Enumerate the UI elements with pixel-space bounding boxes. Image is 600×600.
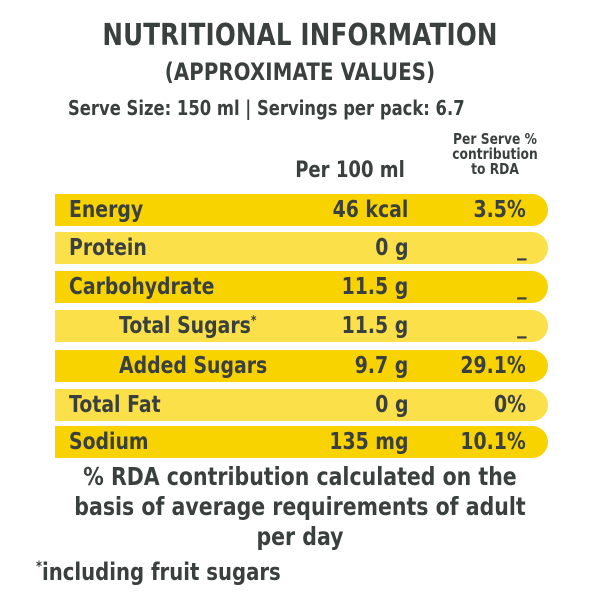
serve-size-info: Serve Size: 150 ml | Servings per pack: … [68,96,465,120]
nutrient-row-carbohydrate: Carbohydrate 11.5 g _ [55,271,548,303]
rda-note: % RDA contribution calculated on the bas… [74,462,526,551]
footnote: *including fruit sugars [36,558,281,586]
nutrient-per-100: 0 g [374,392,408,418]
nutrient-name: Total Sugars [119,313,251,339]
nutrient-row-added-sugars: Added Sugars 9.7 g 29.1% [55,350,548,382]
nutrient-name: Carbohydrate [69,274,215,300]
nutrient-rda: 3.5% [473,197,526,223]
column-header-per-100ml: Per 100 ml [295,158,405,183]
nutrient-per-100: 46 kcal [332,197,408,223]
nutrient-rda: _ [516,274,526,300]
footnote-marker: * [36,559,43,575]
nutrient-name: Energy [69,197,144,223]
nutrient-per-100: 9.7 g [354,353,408,379]
nutrient-name: Protein [69,235,147,261]
label-subtitle: (APPROXIMATE VALUES) [164,58,436,86]
nutrient-rda: 10.1% [460,429,526,455]
nutrient-row-energy: Energy 46 kcal 3.5% [55,194,548,226]
nutrient-row-total-sugars: Total Sugars* 11.5 g _ [55,310,548,342]
nutrient-rda: _ [516,313,526,339]
label-title: NUTRITIONAL INFORMATION [102,18,498,53]
column-header-per-serve-rda: Per Serve % contribution to RDA [452,130,538,178]
nutrient-per-100: 135 mg [328,429,408,455]
nutrient-per-100: 0 g [374,235,408,261]
nutrient-row-sodium: Sodium 135 mg 10.1% [55,426,548,458]
nutrient-rda: 29.1% [460,353,526,379]
footnote-marker: * [250,314,257,329]
nutrient-name: Total Fat [69,392,161,418]
footnote-text: including fruit sugars [42,558,281,586]
nutrient-name: Added Sugars [119,353,268,379]
nutrient-row-protein: Protein 0 g _ [55,232,548,264]
nutrient-name: Sodium [69,429,149,455]
nutrient-per-100: 11.5 g [341,313,408,339]
nutrient-rda: _ [516,235,526,261]
nutrient-name-with-marker: Total Sugars* [119,310,256,346]
nutrient-rda: 0% [493,392,526,418]
nutrient-per-100: 11.5 g [341,274,408,300]
nutrient-row-total-fat: Total Fat 0 g 0% [55,389,548,421]
